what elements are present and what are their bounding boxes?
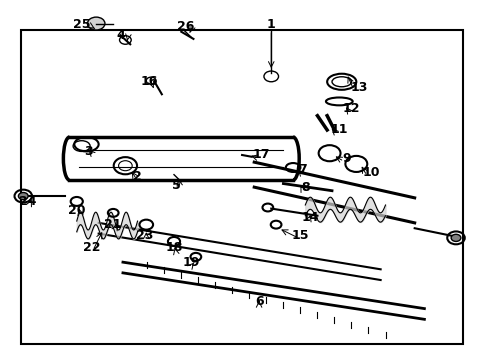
Text: 9: 9 (342, 152, 350, 165)
Text: 12: 12 (342, 102, 360, 115)
Text: 20: 20 (68, 204, 85, 217)
Text: 4: 4 (116, 29, 124, 42)
Text: 25: 25 (73, 18, 90, 31)
Text: 11: 11 (330, 123, 347, 136)
Circle shape (450, 234, 460, 242)
Bar (21, 30, 462, 344)
Text: 19: 19 (182, 256, 199, 269)
Text: 24: 24 (20, 195, 37, 208)
Text: 5: 5 (172, 179, 181, 192)
Text: 18: 18 (165, 241, 183, 255)
Text: 2: 2 (133, 170, 142, 183)
Text: 7: 7 (298, 163, 306, 176)
Text: 21: 21 (104, 218, 122, 231)
Text: 22: 22 (82, 241, 100, 255)
Text: 10: 10 (362, 166, 379, 179)
Text: 14: 14 (301, 211, 318, 224)
Text: 1: 1 (266, 18, 275, 31)
Text: 26: 26 (177, 20, 194, 33)
Text: 23: 23 (136, 229, 153, 242)
Text: 8: 8 (300, 181, 309, 194)
Text: 15: 15 (291, 229, 308, 242)
Text: 16: 16 (141, 75, 158, 88)
Text: 17: 17 (252, 148, 270, 162)
Circle shape (19, 193, 28, 200)
Text: 3: 3 (84, 145, 93, 158)
Text: 13: 13 (349, 81, 366, 94)
Text: 6: 6 (254, 295, 263, 308)
Circle shape (87, 17, 105, 30)
